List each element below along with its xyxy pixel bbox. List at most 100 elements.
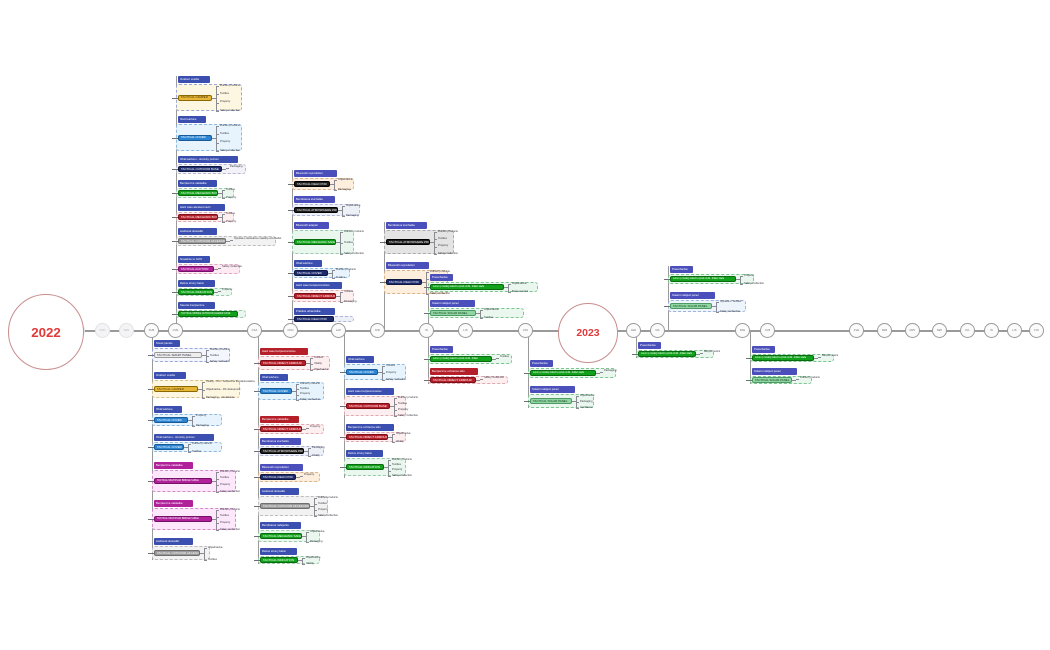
leaf-label[interactable]: Textiles: [398, 401, 407, 405]
cluster-header[interactable]: Hard case akcelerometri: [178, 204, 225, 211]
product-pill[interactable]: TACTICAL COVER: [154, 444, 184, 450]
cluster-header[interactable]: Obal telefonu - stromky poziom: [178, 156, 238, 163]
leaf-label[interactable]: Packaging - vizualizacie: [206, 395, 235, 399]
leaf-label[interactable]: Textiles: [220, 91, 229, 95]
leaf-label[interactable]: Property: [300, 392, 311, 396]
timeline-node-fin-23[interactable]: FIN: [1029, 323, 1044, 338]
leaf-label[interactable]: Property: [220, 100, 231, 104]
product-pill[interactable]: TACTICAL DIRECT ARMOUR: [294, 293, 336, 299]
cluster-header[interactable]: Solarni nabijeci panel: [430, 300, 475, 307]
leaf-label[interactable]: Packaging: [344, 299, 357, 303]
leaf-label[interactable]: Property: [226, 195, 237, 199]
leaf-label[interactable]: Oprawa + Textiles: [720, 299, 742, 303]
leaf-label[interactable]: Textiles: [438, 236, 447, 240]
timeline-node-feb-17[interactable]: FEB: [877, 323, 892, 338]
timeline-node-lap-7[interactable]: LAP: [331, 323, 346, 338]
cluster-header[interactable]: Liabional dostadilo: [154, 538, 194, 545]
cluster-header[interactable]: Bluetooth reproduktor: [386, 262, 429, 269]
cluster-header[interactable]: Obal telefonu - stromky poziom: [154, 434, 214, 441]
cluster-header[interactable]: Powerbanka: [430, 346, 453, 353]
product-pill[interactable]: TACTICAL MULTIPLAN BRIDGE SUBLE: [154, 516, 212, 522]
leaf-label[interactable]: Safety Collection: [392, 473, 413, 477]
cluster-header[interactable]: Bezpieczne nakladka: [260, 416, 300, 423]
product-pill[interactable]: TACTICAL MECHANIC SAFE: [294, 239, 336, 245]
timeline-node-in-9[interactable]: IN: [419, 323, 434, 338]
leaf-label[interactable]: Safety Collection: [438, 251, 459, 255]
cluster-header[interactable]: Powerbanka: [530, 360, 553, 367]
product-pill[interactable]: Lorem p modely zalozit a pristi omlik - …: [430, 284, 504, 290]
timeline-node-sep-19[interactable]: SEP: [932, 323, 947, 338]
leaf-label[interactable]: Property: [398, 407, 409, 411]
leaf-label[interactable]: Safety Collection: [398, 413, 419, 417]
leaf-label[interactable]: Safety Collection: [300, 397, 321, 401]
cluster-header[interactable]: Rebus strony balon: [260, 548, 298, 555]
timeline-node-led-12[interactable]: LED: [626, 323, 641, 338]
timeline-node-sub-3[interactable]: SUB: [144, 323, 159, 338]
cluster-header[interactable]: Bezdratova sluchatka: [386, 222, 427, 229]
cluster-header[interactable]: Hard case bezpieczenstwo: [346, 388, 395, 395]
leaf-label[interactable]: Textiles: [226, 187, 235, 191]
cluster-header[interactable]: Praktica urbanistika: [294, 308, 335, 315]
product-pill[interactable]: TACTICAL COVER: [346, 369, 378, 375]
leaf-label[interactable]: Safety Collection: [222, 265, 243, 269]
leaf-label[interactable]: Objednavka - DS dostupnost: [206, 387, 241, 391]
leaf-label[interactable]: Property: [220, 520, 231, 524]
leaf-label[interactable]: Rubber products: [318, 495, 338, 499]
leaf-label[interactable]: Rubber products: [220, 469, 240, 473]
cluster-header[interactable]: Rebus strony balon: [346, 450, 384, 457]
leaf-label[interactable]: Safety Collection: [220, 527, 241, 531]
product-pill[interactable]: TACTICAL SOLAR PANEL: [670, 303, 712, 309]
leaf-label[interactable]: Objednavka: [310, 529, 325, 533]
leaf-label[interactable]: Objednavka: [580, 393, 595, 397]
cluster-header[interactable]: Hard case bezpieczenstwo: [260, 348, 309, 355]
leaf-label[interactable]: Property: [196, 413, 207, 417]
leaf-label[interactable]: Safety Collection: [220, 489, 241, 493]
cluster-header[interactable]: Solarni nabijeci panel: [670, 292, 715, 299]
cluster-header[interactable]: Solarni nabijeci panel: [752, 368, 797, 375]
product-pill[interactable]: TACTICAL COVER: [294, 270, 328, 276]
leaf-label[interactable]: Objednavka: [338, 177, 353, 181]
cluster-header[interactable]: Osol telefone: [178, 116, 207, 123]
product-pill[interactable]: TACTICAL OUTDOOR AKCESORIA: [178, 238, 226, 244]
year-marker-2023[interactable]: 2023: [558, 303, 618, 363]
product-pill[interactable]: TACTICAL MECHANIC BOX: [178, 214, 218, 220]
timeline-node-drv-18[interactable]: DRV: [905, 323, 920, 338]
cluster-header[interactable]: Obal telefone: [154, 406, 183, 413]
cluster-header[interactable]: Outdoor vestita: [178, 76, 210, 83]
leaf-label[interactable]: Textiles: [500, 355, 509, 359]
cluster-header[interactable]: Hard case bezpieczenstwo: [294, 282, 343, 289]
product-pill[interactable]: Lorem p modely zalozit a pristi omlik - …: [752, 355, 814, 361]
timeline-node-ono-1[interactable]: ONO: [95, 323, 110, 338]
leaf-label[interactable]: Textiles: [210, 353, 219, 357]
product-pill[interactable]: TACTICAL DIRECT ARMOUR: [260, 360, 306, 366]
cluster-header[interactable]: Powerbanka: [670, 266, 693, 273]
leaf-label[interactable]: Property: [226, 219, 237, 223]
leaf-label[interactable]: Property: [392, 468, 403, 472]
leaf-label[interactable]: Property: [386, 370, 397, 374]
leaf-label[interactable]: Property: [438, 244, 449, 248]
product-pill[interactable]: TACTICAL FIELD POD: [260, 474, 296, 480]
cluster-header[interactable]: Powerbanka: [752, 346, 775, 353]
cluster-header[interactable]: Bluetooth adapter: [294, 222, 330, 229]
leaf-label[interactable]: Rubber products: [430, 269, 450, 273]
product-pill[interactable]: Lorem p modely zalozit a pristi omlik - …: [638, 351, 696, 357]
leaf-label[interactable]: Property: [222, 288, 233, 292]
cluster-header[interactable]: Powerbanka: [638, 342, 661, 349]
year-marker-2022[interactable]: 2022: [8, 294, 84, 370]
leaf-label[interactable]: Textiles: [318, 501, 327, 505]
leaf-label[interactable]: Objednavka: [346, 203, 361, 207]
timeline-node-ske-14[interactable]: SKE: [735, 323, 750, 338]
cluster-header[interactable]: Obal telefone: [260, 374, 289, 381]
product-pill[interactable]: TACTICAL COVER: [154, 417, 188, 423]
cluster-header[interactable]: Rebus strony balon: [178, 280, 216, 287]
leaf-label[interactable]: Vitality: [396, 439, 404, 443]
leaf-label[interactable]: Textiles: [344, 240, 353, 244]
leaf-label[interactable]: Oprawa s dostukovo mastilip uzo Dedel: [234, 237, 282, 241]
cluster-header[interactable]: Outdoor vestita: [154, 372, 186, 379]
cluster-header[interactable]: Obal telefone: [346, 356, 375, 363]
timeline-node-clb-15[interactable]: CLB: [760, 323, 775, 338]
leaf-label[interactable]: Packaging: [346, 213, 359, 217]
leaf-label[interactable]: Textiles: [192, 449, 201, 453]
product-pill[interactable]: TACTICAL SMART PANEL: [154, 352, 202, 358]
leaf-label[interactable]: Property: [304, 473, 315, 477]
